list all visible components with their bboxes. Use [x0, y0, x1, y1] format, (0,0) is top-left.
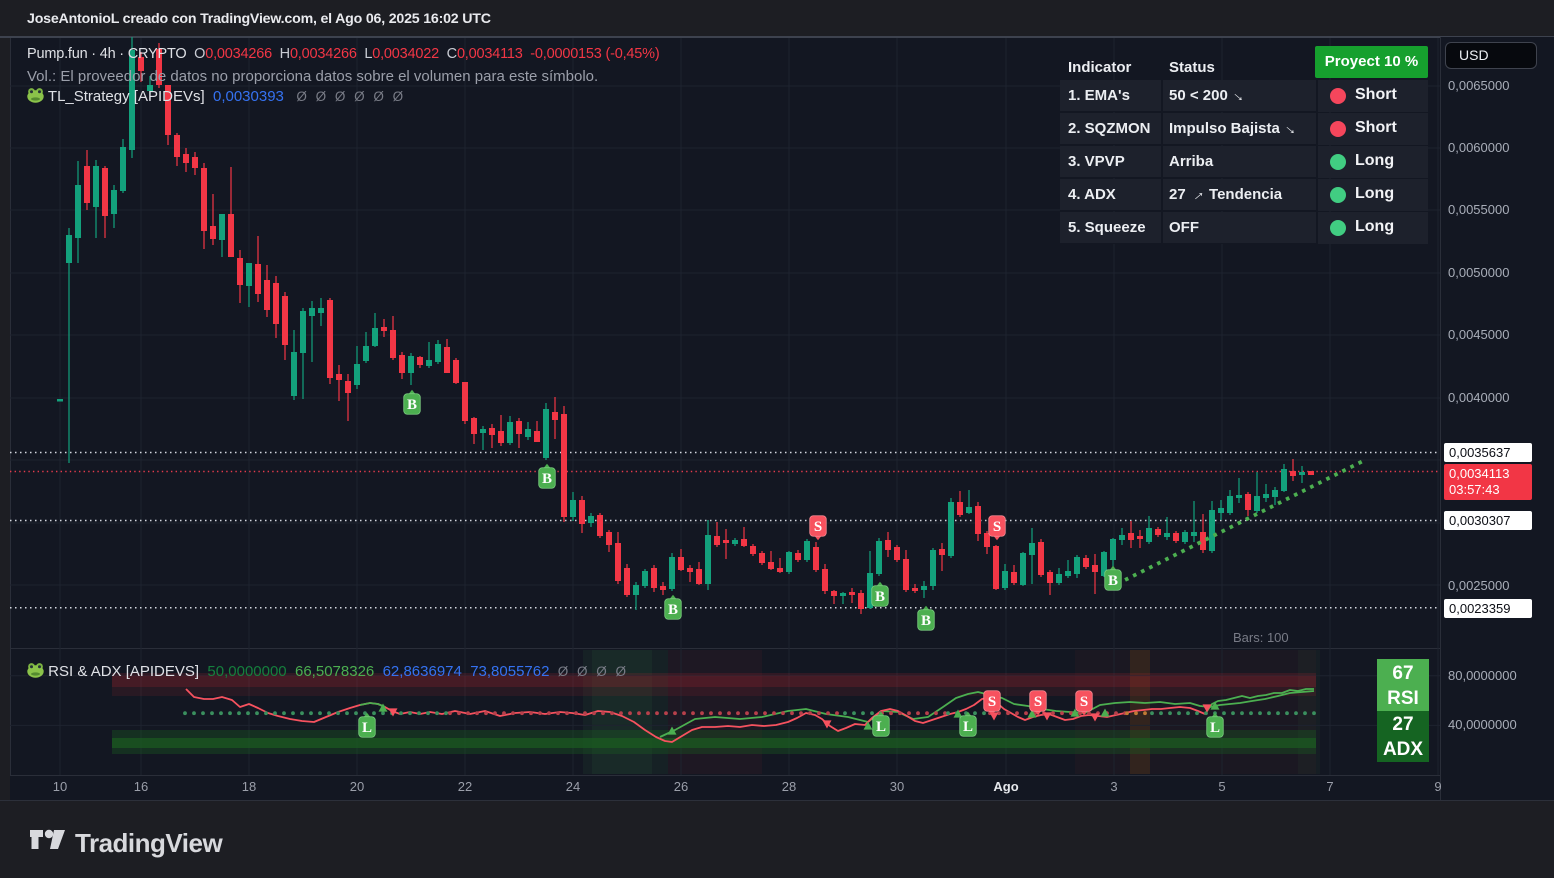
svg-text:L: L: [1210, 720, 1220, 736]
svg-text:B: B: [407, 397, 417, 413]
svg-text:B: B: [875, 589, 885, 605]
svg-text:B: B: [668, 602, 678, 618]
svg-text:S: S: [988, 694, 996, 710]
svg-text:B: B: [542, 471, 552, 487]
svg-text:B: B: [1108, 573, 1118, 589]
svg-text:B: B: [921, 613, 931, 629]
svg-text:S: S: [814, 519, 822, 535]
svg-text:S: S: [1080, 694, 1088, 710]
svg-text:L: L: [362, 720, 372, 736]
svg-text:S: S: [1034, 694, 1042, 710]
svg-text:L: L: [963, 719, 973, 735]
svg-text:L: L: [876, 719, 886, 735]
svg-text:S: S: [993, 519, 1001, 535]
